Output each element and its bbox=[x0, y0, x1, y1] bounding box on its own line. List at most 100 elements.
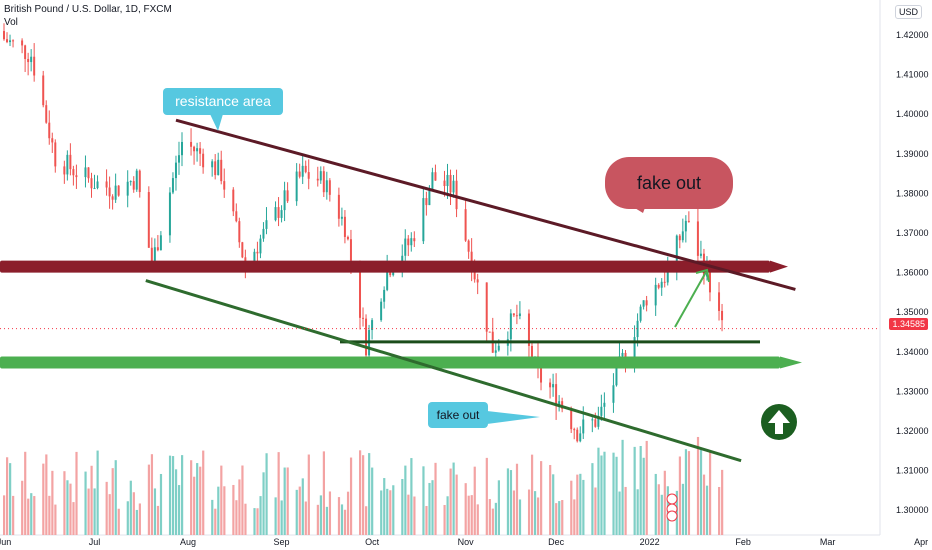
volume-bar bbox=[295, 489, 298, 535]
candle-body bbox=[45, 105, 48, 123]
volume-bar bbox=[21, 480, 24, 535]
volume-bar bbox=[600, 455, 603, 535]
candle-body bbox=[718, 292, 721, 311]
volume-bar bbox=[93, 488, 96, 535]
volume-bar bbox=[265, 453, 268, 535]
candle-body bbox=[413, 238, 416, 242]
candle-body bbox=[262, 228, 265, 239]
candle-body bbox=[223, 181, 226, 190]
candle-body bbox=[675, 235, 678, 269]
candle-body bbox=[232, 189, 235, 212]
volume-bar bbox=[168, 455, 172, 535]
candle-body bbox=[84, 167, 87, 178]
y-tick-label: 1.35000 bbox=[896, 307, 929, 317]
candle-body bbox=[241, 242, 244, 258]
candle-body bbox=[325, 180, 328, 193]
candle-body bbox=[90, 178, 93, 189]
candle-body bbox=[696, 221, 699, 256]
volume-bar bbox=[404, 465, 407, 535]
volume-bar bbox=[485, 457, 488, 535]
volume-bar bbox=[274, 497, 277, 535]
resistance-callout-pointer bbox=[210, 114, 223, 131]
candle-body bbox=[132, 181, 135, 190]
volume-bar bbox=[537, 497, 540, 535]
volume-bar bbox=[217, 486, 220, 535]
candle-body bbox=[721, 310, 724, 321]
currency-button[interactable]: USD bbox=[894, 5, 922, 19]
volume-bar bbox=[663, 470, 666, 535]
x-tick-label: Nov bbox=[458, 537, 475, 547]
volume-bar bbox=[63, 471, 66, 535]
candle-body bbox=[93, 188, 96, 190]
volume-bar bbox=[223, 486, 226, 535]
candle-body bbox=[33, 56, 36, 76]
candle-body bbox=[576, 429, 579, 442]
candle-body bbox=[114, 185, 117, 200]
volume-bar bbox=[591, 463, 594, 535]
volume-bar bbox=[449, 468, 452, 535]
volume-bar bbox=[181, 455, 184, 535]
x-tick-label: Jul bbox=[89, 537, 101, 547]
volume-bar bbox=[153, 488, 157, 535]
volume-bar bbox=[365, 506, 368, 535]
volume-bar bbox=[253, 508, 256, 535]
candle-body bbox=[488, 331, 491, 333]
volume-bar bbox=[645, 440, 648, 535]
volume-bar bbox=[431, 480, 434, 535]
volume-bar bbox=[132, 492, 135, 535]
volume-bar bbox=[9, 463, 12, 535]
volume-bar bbox=[576, 474, 579, 535]
candle-body bbox=[138, 170, 141, 193]
candle-body bbox=[253, 251, 256, 266]
candle-body bbox=[259, 238, 262, 254]
candle-body bbox=[48, 122, 51, 139]
volume-bar bbox=[594, 487, 597, 535]
volume-bar bbox=[24, 451, 27, 535]
candle-body bbox=[485, 282, 488, 332]
candle-body bbox=[177, 155, 180, 163]
volume-bar bbox=[383, 478, 386, 535]
volume-bar bbox=[473, 466, 476, 535]
volume-bar bbox=[202, 450, 205, 535]
volume-bar bbox=[340, 504, 344, 535]
volume-bar bbox=[621, 439, 624, 535]
volume-bar bbox=[684, 449, 688, 535]
volume-bar bbox=[497, 480, 500, 535]
channel-bottom-line bbox=[145, 279, 742, 463]
candle-body bbox=[434, 172, 437, 181]
volume-bar bbox=[359, 450, 362, 535]
volume-bar bbox=[72, 502, 75, 535]
volume-bar bbox=[286, 467, 289, 535]
volume-bar bbox=[612, 452, 615, 535]
volume-bar bbox=[452, 462, 455, 535]
candle-body bbox=[301, 165, 304, 177]
volume-bar bbox=[48, 495, 51, 535]
candle-body bbox=[343, 216, 346, 237]
candle-body bbox=[494, 350, 497, 353]
candle-body bbox=[129, 181, 132, 183]
volume-bar bbox=[721, 469, 724, 535]
candle-body bbox=[174, 162, 177, 179]
candle-body bbox=[446, 174, 449, 187]
volume-bar bbox=[624, 486, 627, 535]
volume-bar bbox=[301, 478, 304, 535]
volume-bar bbox=[156, 505, 160, 535]
volume-bar bbox=[642, 457, 645, 535]
candle-body bbox=[512, 313, 515, 316]
y-tick-label: 1.33000 bbox=[896, 386, 929, 396]
volume-bar bbox=[476, 504, 479, 535]
volume-bar bbox=[241, 465, 244, 535]
candle-body bbox=[280, 210, 283, 218]
volume-bar bbox=[527, 489, 531, 535]
candle-body bbox=[621, 352, 624, 357]
candle-body bbox=[75, 175, 78, 178]
volume-bar bbox=[111, 468, 114, 535]
candle-body bbox=[135, 170, 138, 190]
volume-bar bbox=[87, 488, 90, 535]
volume-bar bbox=[328, 491, 332, 535]
candle-body bbox=[337, 194, 340, 219]
candle-body bbox=[277, 207, 280, 218]
resistance-callout bbox=[163, 88, 283, 115]
volume-bar bbox=[488, 499, 491, 535]
